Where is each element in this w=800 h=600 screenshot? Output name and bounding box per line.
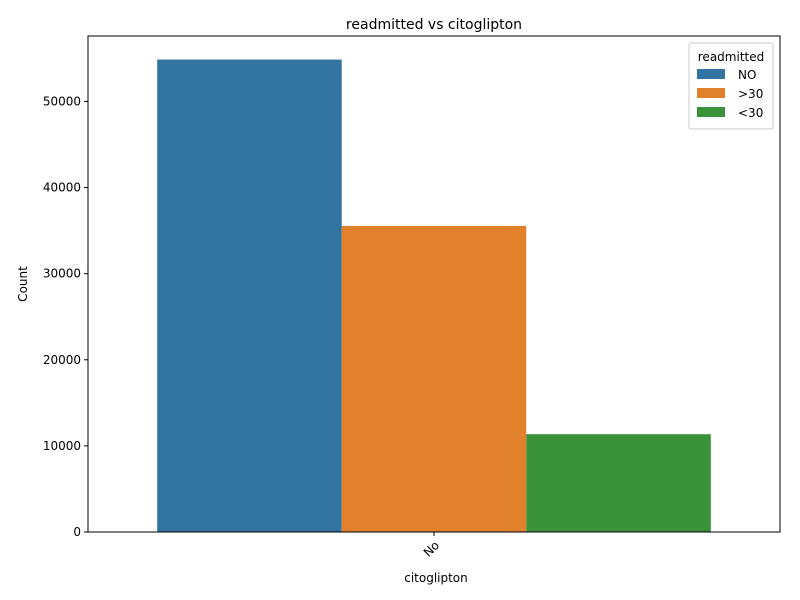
y-tick-label: 30000 [43,267,81,281]
y-tick-label: 10000 [43,439,81,453]
legend-label: <30 [738,106,763,120]
legend-swatch [697,107,725,117]
plot-frame [87,35,781,533]
legend-label: NO [738,68,756,82]
bar-30-0 [526,434,711,532]
legend: readmitted NO >30 <30 [688,42,774,130]
chart-title: readmitted vs citoglipton [346,17,522,33]
y-axis-ticks: 0 10000 20000 30000 40000 50000 [43,94,88,539]
legend-swatch [697,69,725,79]
legend-title: readmitted [698,50,764,64]
legend-label: >30 [738,87,763,101]
y-tick-label: 40000 [43,181,81,195]
x-axis-ticks: No [421,532,442,560]
y-tick-label: 0 [73,525,81,539]
y-axis-label: Count [16,266,30,302]
x-tick-label: No [421,538,442,559]
legend-swatch [697,88,725,98]
y-tick-label: 50000 [43,94,81,108]
bar-no-0 [157,59,342,533]
y-tick-label: 20000 [43,353,81,367]
bar-30-0 [341,225,527,532]
x-axis-label: citoglipton [404,571,468,585]
bars-group [157,59,711,533]
